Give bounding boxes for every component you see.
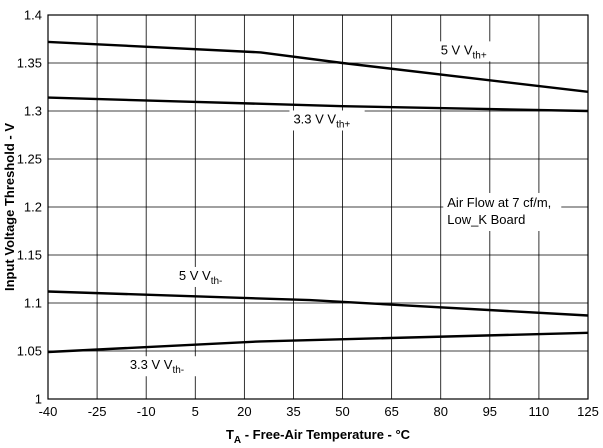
- x-tick-label: -10: [137, 404, 156, 419]
- series-line: [47, 96, 589, 113]
- series-annotation: 5 V Vth+: [441, 42, 487, 61]
- annotation-backdrop: [174, 266, 236, 287]
- annotation-backdrop: [436, 41, 498, 62]
- annotation-sub: th+: [473, 50, 487, 61]
- y-tick-label: 1.1: [24, 296, 42, 311]
- x-tick-label: 5: [192, 404, 199, 419]
- annotation-main: 3.3 V V: [130, 357, 173, 372]
- annotation-sub: th-: [211, 276, 223, 287]
- x-tick-label: 125: [577, 404, 599, 419]
- y-tick-label: 1.3: [24, 104, 42, 119]
- y-tick-label: 1.4: [24, 8, 42, 23]
- x-tick-label: -40: [39, 404, 58, 419]
- x-tick-label: 65: [384, 404, 398, 419]
- x-tick-label: 95: [483, 404, 497, 419]
- series-line: [47, 290, 589, 317]
- y-tick-label: 1.25: [17, 152, 42, 167]
- annotation-sub: th+: [336, 119, 350, 130]
- x-tick-label: 20: [237, 404, 251, 419]
- annotation-main: 5 V V: [441, 42, 473, 57]
- x-tick-label: -25: [88, 404, 107, 419]
- x-tick-label: 50: [335, 404, 349, 419]
- y-tick-label: 1.15: [17, 248, 42, 263]
- annotation-backdrop: [125, 356, 202, 377]
- y-tick-label: 1: [35, 392, 42, 407]
- y-axis-label: Input Voltage Threshold - V: [2, 123, 17, 291]
- annotation-main: 3.3 V V: [293, 111, 336, 126]
- plot-frame: [47, 14, 589, 400]
- series-lines: [47, 40, 589, 354]
- x-tick-labels: -40 -25 -10 5 20 35 50 65 80 95 110 125: [39, 404, 599, 419]
- note-line-2: Low_K Board: [447, 212, 525, 227]
- annotation-main: 5 V V: [179, 268, 211, 283]
- x-axis-label-main: T: [226, 427, 234, 442]
- series-line: [47, 40, 589, 93]
- x-tick-label: 35: [286, 404, 300, 419]
- annotation-sub: th-: [172, 365, 184, 376]
- series-line: [47, 331, 589, 354]
- series-annotation: 3.3 V Vth+: [293, 111, 350, 130]
- x-tick-label: 80: [433, 404, 447, 419]
- y-tick-label: 1.05: [17, 344, 42, 359]
- x-tick-label: 110: [529, 404, 550, 419]
- x-axis-label-rest: - Free-Air Temperature - °C: [241, 427, 411, 442]
- annotation-backdrop: [289, 110, 365, 131]
- x-axis-label: TA - Free-Air Temperature - °C: [226, 427, 411, 446]
- note-backdrop: [443, 193, 562, 231]
- series-annotation: 5 V Vth-: [179, 268, 222, 287]
- y-tick-label: 1.2: [24, 200, 42, 215]
- series-annotation: 3.3 V Vth-: [130, 357, 184, 376]
- note-line-1: Air Flow at 7 cf/m,: [447, 195, 551, 210]
- y-tick-labels: 1 1.05 1.1 1.15 1.2 1.25 1.3 1.35 1.4: [17, 8, 42, 407]
- x-axis-label-sub: A: [234, 435, 241, 446]
- series-annotations: 5 V Vth+3.3 V Vth+5 V Vth-3.3 V Vth-: [125, 41, 498, 377]
- y-tick-label: 1.35: [17, 56, 42, 71]
